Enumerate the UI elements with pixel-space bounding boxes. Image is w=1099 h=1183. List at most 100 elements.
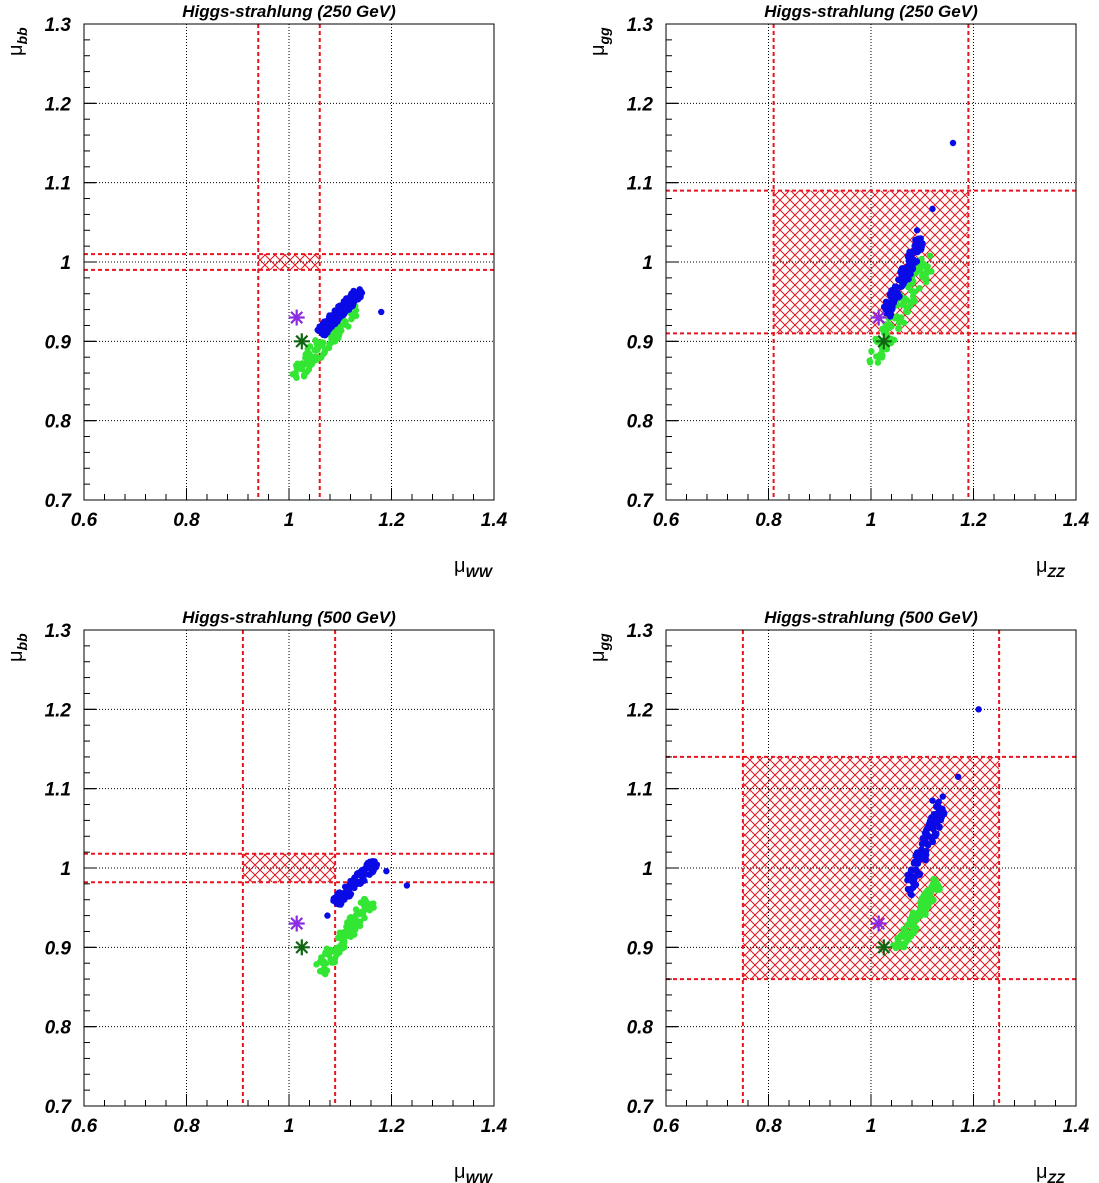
y-axis-label: μbb — [5, 633, 30, 662]
point-series-b — [901, 933, 908, 940]
point-series-a — [324, 912, 331, 919]
point-series-a — [931, 814, 939, 822]
point-series-b — [326, 340, 333, 348]
y-tick-label: 0.8 — [627, 412, 654, 433]
point-series-b — [923, 275, 930, 282]
y-tick-label: 0.7 — [45, 1097, 73, 1118]
y-tick-label: 1 — [60, 859, 71, 880]
point-series-a — [929, 838, 937, 846]
point-series-a — [910, 882, 918, 889]
point-series-a — [882, 298, 890, 305]
point-series-a — [911, 858, 918, 866]
y-axis-label-base: μ — [5, 650, 27, 662]
y-axis-label-sub: gg — [596, 633, 612, 652]
point-series-b — [294, 360, 301, 367]
x-axis-label-base: μ — [454, 1161, 466, 1183]
point-series-b — [916, 266, 924, 274]
point-series-b — [335, 332, 343, 339]
y-tick-label: 1.1 — [45, 780, 71, 801]
y-tick-label: 0.9 — [45, 332, 72, 353]
y-tick-label: 1.2 — [45, 94, 72, 115]
point-series-b — [322, 345, 329, 352]
x-tick-label: 1 — [866, 510, 877, 531]
y-axis-label-sub: gg — [596, 27, 612, 46]
point-series-b — [910, 917, 917, 924]
y-axis-label-sub: bb — [14, 633, 30, 651]
point-series-a — [923, 830, 930, 837]
benchmark-star-b — [875, 333, 892, 350]
x-tick-label: 1.4 — [1063, 510, 1090, 531]
point-series-a — [913, 868, 921, 876]
point-series-b — [303, 349, 311, 357]
y-tick-label: 1.2 — [45, 700, 72, 721]
point-series-b — [308, 353, 316, 361]
point-series-a — [935, 798, 943, 806]
point-series-b — [320, 350, 327, 358]
point-series-a — [918, 243, 925, 251]
point-series-b — [900, 319, 908, 326]
point-series-b — [336, 943, 343, 951]
x-axis-label: μWW — [454, 1161, 494, 1183]
point-series-b — [914, 909, 921, 917]
point-series-a — [909, 266, 916, 273]
point-series-b — [868, 348, 875, 355]
point-series-b — [328, 959, 336, 966]
point-series-b — [340, 939, 348, 946]
point-series-b — [370, 904, 377, 911]
point-series-b — [875, 353, 882, 360]
point-series-a — [911, 873, 919, 881]
point-series-a — [317, 325, 324, 332]
point-series-b — [904, 921, 911, 928]
x-axis-label-sub: ZZ — [1047, 1170, 1066, 1183]
point-series-a — [939, 793, 946, 800]
x-tick-label: 1.2 — [960, 1116, 987, 1137]
point-series-a — [937, 805, 945, 813]
x-tick-label: 1 — [284, 510, 295, 531]
y-axis-label: μbb — [5, 27, 30, 56]
point-series-a — [907, 866, 915, 873]
y-tick-label: 1.3 — [45, 15, 72, 36]
point-series-b — [347, 913, 355, 921]
point-series-b — [929, 883, 937, 891]
y-tick-label: 0.7 — [45, 491, 73, 512]
point-series-b — [923, 895, 930, 902]
y-tick-label: 1.2 — [627, 94, 654, 115]
y-axis-label-base: μ — [587, 650, 609, 662]
point-series-b — [331, 338, 339, 345]
point-series-a — [922, 849, 929, 856]
chart-title: Higgs-strahlung (250 GeV) — [182, 2, 396, 21]
y-axis-label-base: μ — [587, 44, 609, 56]
point-series-a — [357, 880, 364, 887]
point-series-b — [292, 369, 299, 376]
point-series-b — [347, 924, 354, 931]
point-series-a — [937, 816, 945, 824]
star-stroke — [295, 334, 309, 348]
y-axis-label: μgg — [587, 633, 612, 662]
point-series-b — [880, 329, 888, 336]
point-series-b — [352, 926, 359, 933]
point-series-b — [923, 270, 930, 277]
x-tick-label: 1.4 — [481, 510, 508, 531]
point-series-b — [333, 949, 341, 957]
point-series-b — [315, 342, 322, 350]
point-series-b — [338, 930, 345, 937]
point-series-b — [936, 886, 943, 893]
x-tick-label: 1.2 — [378, 510, 405, 531]
x-tick-label: 0.6 — [653, 1116, 680, 1137]
point-series-a — [341, 883, 349, 890]
point-series-b — [316, 958, 324, 966]
point-series-b — [930, 875, 937, 883]
y-tick-label: 1 — [642, 859, 653, 880]
point-series-a — [892, 295, 899, 302]
benchmark-star-b — [875, 939, 892, 956]
point-series-a — [929, 797, 936, 804]
x-tick-label: 0.8 — [173, 1116, 200, 1137]
y-tick-label: 0.7 — [627, 491, 655, 512]
y-tick-label: 1.1 — [627, 174, 653, 195]
point-series-a — [932, 831, 939, 839]
point-series-b — [926, 252, 934, 259]
point-series-a — [913, 258, 921, 265]
star-stroke — [872, 917, 886, 930]
point-series-a — [915, 237, 922, 245]
